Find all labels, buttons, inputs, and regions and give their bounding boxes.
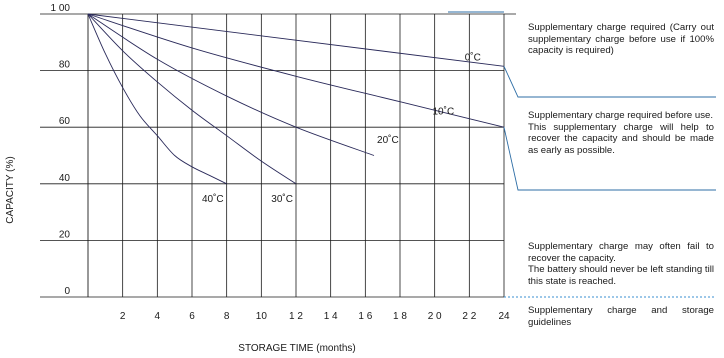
guideline-zone-3: Supplementary charge may often fail to r… [528, 241, 714, 287]
x-tick-label: 1 8 [393, 311, 407, 322]
guideline-zone-1: Supplementary charge required (Carry out… [528, 22, 714, 57]
series-label: 30˚C [271, 193, 293, 205]
y-tick-label: 0 [64, 286, 70, 297]
series-line [87, 13, 297, 185]
guide-bracket-80 [503, 66, 716, 98]
series-line [87, 13, 505, 67]
x-tick-label: 6 [189, 311, 195, 322]
series-line [87, 13, 375, 156]
series-label: 40˚C [202, 193, 224, 205]
x-tick-label: 4 [155, 311, 161, 322]
series-label: 10˚C [432, 105, 454, 117]
guide-bracket-60 [503, 127, 716, 191]
y-tick-label: 40 [59, 173, 71, 184]
x-axis-label: STORAGE TIME (months) [238, 343, 355, 354]
guideline-zone-3-line2: The battery should never be left standin… [528, 264, 714, 287]
curves [87, 13, 505, 185]
x-tick-label: 2 2 [462, 311, 476, 322]
x-tick-label: 10 [256, 311, 268, 322]
series-label: 0˚C [465, 52, 481, 64]
y-axis-label: CAPACITY (%) [5, 156, 16, 223]
guideline-zone-2: Supplementary charge required before use… [528, 110, 714, 156]
x-tick-label: 2 [120, 311, 126, 322]
guideline-footer: Supplementary charge and storage guideli… [528, 305, 714, 328]
guideline-zone-1-text: Supplementary charge required (Carry out… [528, 22, 714, 56]
x-tick-label: 8 [224, 311, 230, 322]
series-line [87, 13, 505, 128]
guide-lines [448, 11, 716, 298]
y-tick-label: 80 [59, 60, 71, 71]
y-tick-label: 20 [59, 229, 71, 240]
grid [40, 13, 516, 298]
series-label: 20˚C [377, 134, 399, 146]
x-tick-label: 1 6 [358, 311, 372, 322]
series-line [87, 13, 227, 185]
x-tick-label: 2 0 [428, 311, 442, 322]
guideline-zone-2-line1: Supplementary charge required before use… [528, 110, 714, 121]
series-labels: 0˚C 10˚C 20˚C 30˚C 40˚C [202, 52, 481, 206]
guideline-zone-2-line2: This supplementary charge will help to r… [528, 121, 714, 156]
x-tick-label: 1 4 [324, 311, 338, 322]
x-tick-label: 1 2 [289, 311, 303, 322]
guideline-footer-text: Supplementary charge and storage guideli… [528, 305, 714, 328]
x-tick-label: 24 [498, 311, 510, 322]
y-tick-label: 1 00 [51, 3, 71, 14]
y-tick-label: 60 [59, 116, 71, 127]
guideline-zone-3-line1: Supplementary charge may often fail to r… [528, 241, 714, 264]
